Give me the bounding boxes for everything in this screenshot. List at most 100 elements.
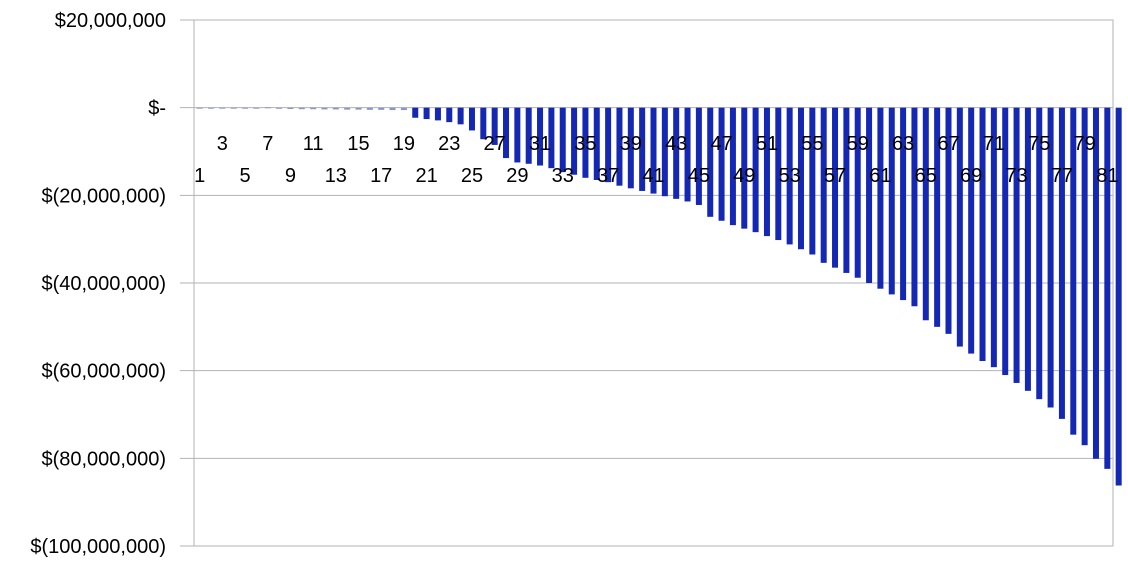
x-tick-label: 11 — [303, 133, 324, 155]
bar-73 — [1013, 107, 1020, 383]
x-tick-label: 49 — [733, 165, 755, 187]
bar-39 — [627, 107, 634, 189]
bar-63 — [900, 107, 907, 301]
x-tick-label: 13 — [325, 165, 347, 187]
bar-40 — [639, 107, 646, 191]
bar-35 — [582, 107, 589, 178]
bar-79 — [1081, 107, 1088, 446]
y-tick-label: $20,000,000 — [55, 10, 166, 32]
bar-69 — [968, 107, 975, 354]
y-tick-label: $(40,000,000) — [41, 273, 166, 295]
bar-21 — [423, 107, 430, 120]
bar-undefined — [1115, 107, 1122, 486]
x-tick-label: 65 — [915, 165, 937, 187]
x-tick-label: 67 — [937, 133, 959, 155]
bar-52 — [775, 107, 782, 241]
x-tick-label: 9 — [285, 165, 296, 187]
bar-47 — [718, 107, 725, 221]
bar-2 — [208, 107, 215, 109]
bar-48 — [729, 107, 736, 226]
bar-64 — [911, 107, 918, 307]
y-tick-label: $- — [148, 98, 166, 120]
bar-78 — [1070, 107, 1077, 435]
x-tick-label: 23 — [438, 133, 460, 155]
bar-50 — [752, 107, 759, 233]
bar-3 — [219, 107, 226, 109]
bar-4 — [230, 107, 237, 109]
bar-45 — [695, 107, 702, 205]
bar-61 — [877, 107, 884, 289]
x-tick-label: 15 — [347, 133, 369, 155]
bar-18 — [389, 107, 396, 111]
x-tick-label: 33 — [552, 165, 574, 187]
bar-71 — [990, 107, 997, 368]
x-tick-label: 77 — [1051, 165, 1073, 187]
x-tick-label: 81 — [1096, 165, 1118, 187]
x-tick-label: 39 — [620, 133, 642, 155]
bar-57 — [832, 107, 839, 268]
bar-27 — [491, 107, 498, 145]
x-tick-label: 55 — [801, 133, 823, 155]
x-tick-label: 5 — [239, 165, 250, 187]
x-tick-label: 1 — [194, 165, 205, 187]
x-tick-label: 19 — [393, 133, 415, 155]
bar-20 — [412, 107, 419, 118]
bar-25 — [468, 107, 475, 131]
bar-10 — [298, 107, 305, 110]
x-tick-label: 73 — [1005, 165, 1027, 187]
x-tick-label: 57 — [824, 165, 846, 187]
bar-22 — [434, 107, 441, 121]
x-tick-label: 69 — [960, 165, 982, 187]
y-tick-label: $(80,000,000) — [41, 448, 166, 470]
x-tick-label: 79 — [1074, 133, 1096, 155]
bar-58 — [843, 107, 850, 273]
y-tick-label: $(100,000,000) — [30, 536, 166, 558]
x-tick-label: 43 — [665, 133, 687, 155]
x-tick-label: 63 — [892, 133, 914, 155]
bar-9 — [287, 107, 294, 109]
bar-74 — [1024, 107, 1031, 391]
x-tick-label: 37 — [597, 165, 619, 187]
bar-55 — [809, 107, 816, 255]
x-tick-label: 61 — [869, 165, 891, 187]
bar-14 — [344, 107, 351, 110]
bar-67 — [945, 107, 952, 334]
x-tick-label: 53 — [779, 165, 801, 187]
x-tick-label: 17 — [370, 165, 392, 187]
bar-15 — [355, 107, 362, 110]
bar-16 — [366, 107, 373, 110]
bar-30 — [525, 107, 532, 164]
x-tick-label: 35 — [574, 133, 596, 155]
bar-56 — [820, 107, 827, 263]
bar-41 — [650, 107, 657, 194]
x-tick-label: 27 — [484, 133, 506, 155]
bar-77 — [1058, 107, 1065, 419]
bar-23 — [446, 107, 453, 123]
bar-51 — [763, 107, 770, 237]
bar-12 — [321, 107, 328, 110]
bar-65 — [922, 107, 929, 321]
bar-34 — [571, 107, 578, 175]
bar-75 — [1036, 107, 1043, 400]
bar-44 — [684, 107, 691, 202]
bar-28 — [503, 107, 510, 159]
bar-76 — [1047, 107, 1054, 408]
bars — [196, 107, 1122, 486]
bar-62 — [888, 107, 895, 295]
x-tick-label: 3 — [217, 133, 228, 155]
bar-33 — [559, 107, 566, 173]
bar-37 — [605, 107, 612, 183]
bar-42 — [661, 107, 668, 197]
x-tick-label: 47 — [710, 133, 732, 155]
bar-49 — [741, 107, 748, 229]
bar-32 — [548, 107, 555, 169]
y-tick-label: $(20,000,000) — [41, 185, 166, 207]
y-axis-tick-labels: $20,000,000 $- $(20,000,000) $(40,000,000) $… — [30, 10, 166, 558]
bar-8 — [276, 107, 283, 109]
bar-7 — [264, 107, 271, 109]
bar-31 — [537, 107, 544, 166]
bar-43 — [673, 107, 680, 199]
bar-13 — [332, 107, 339, 110]
bar-36 — [593, 107, 600, 180]
